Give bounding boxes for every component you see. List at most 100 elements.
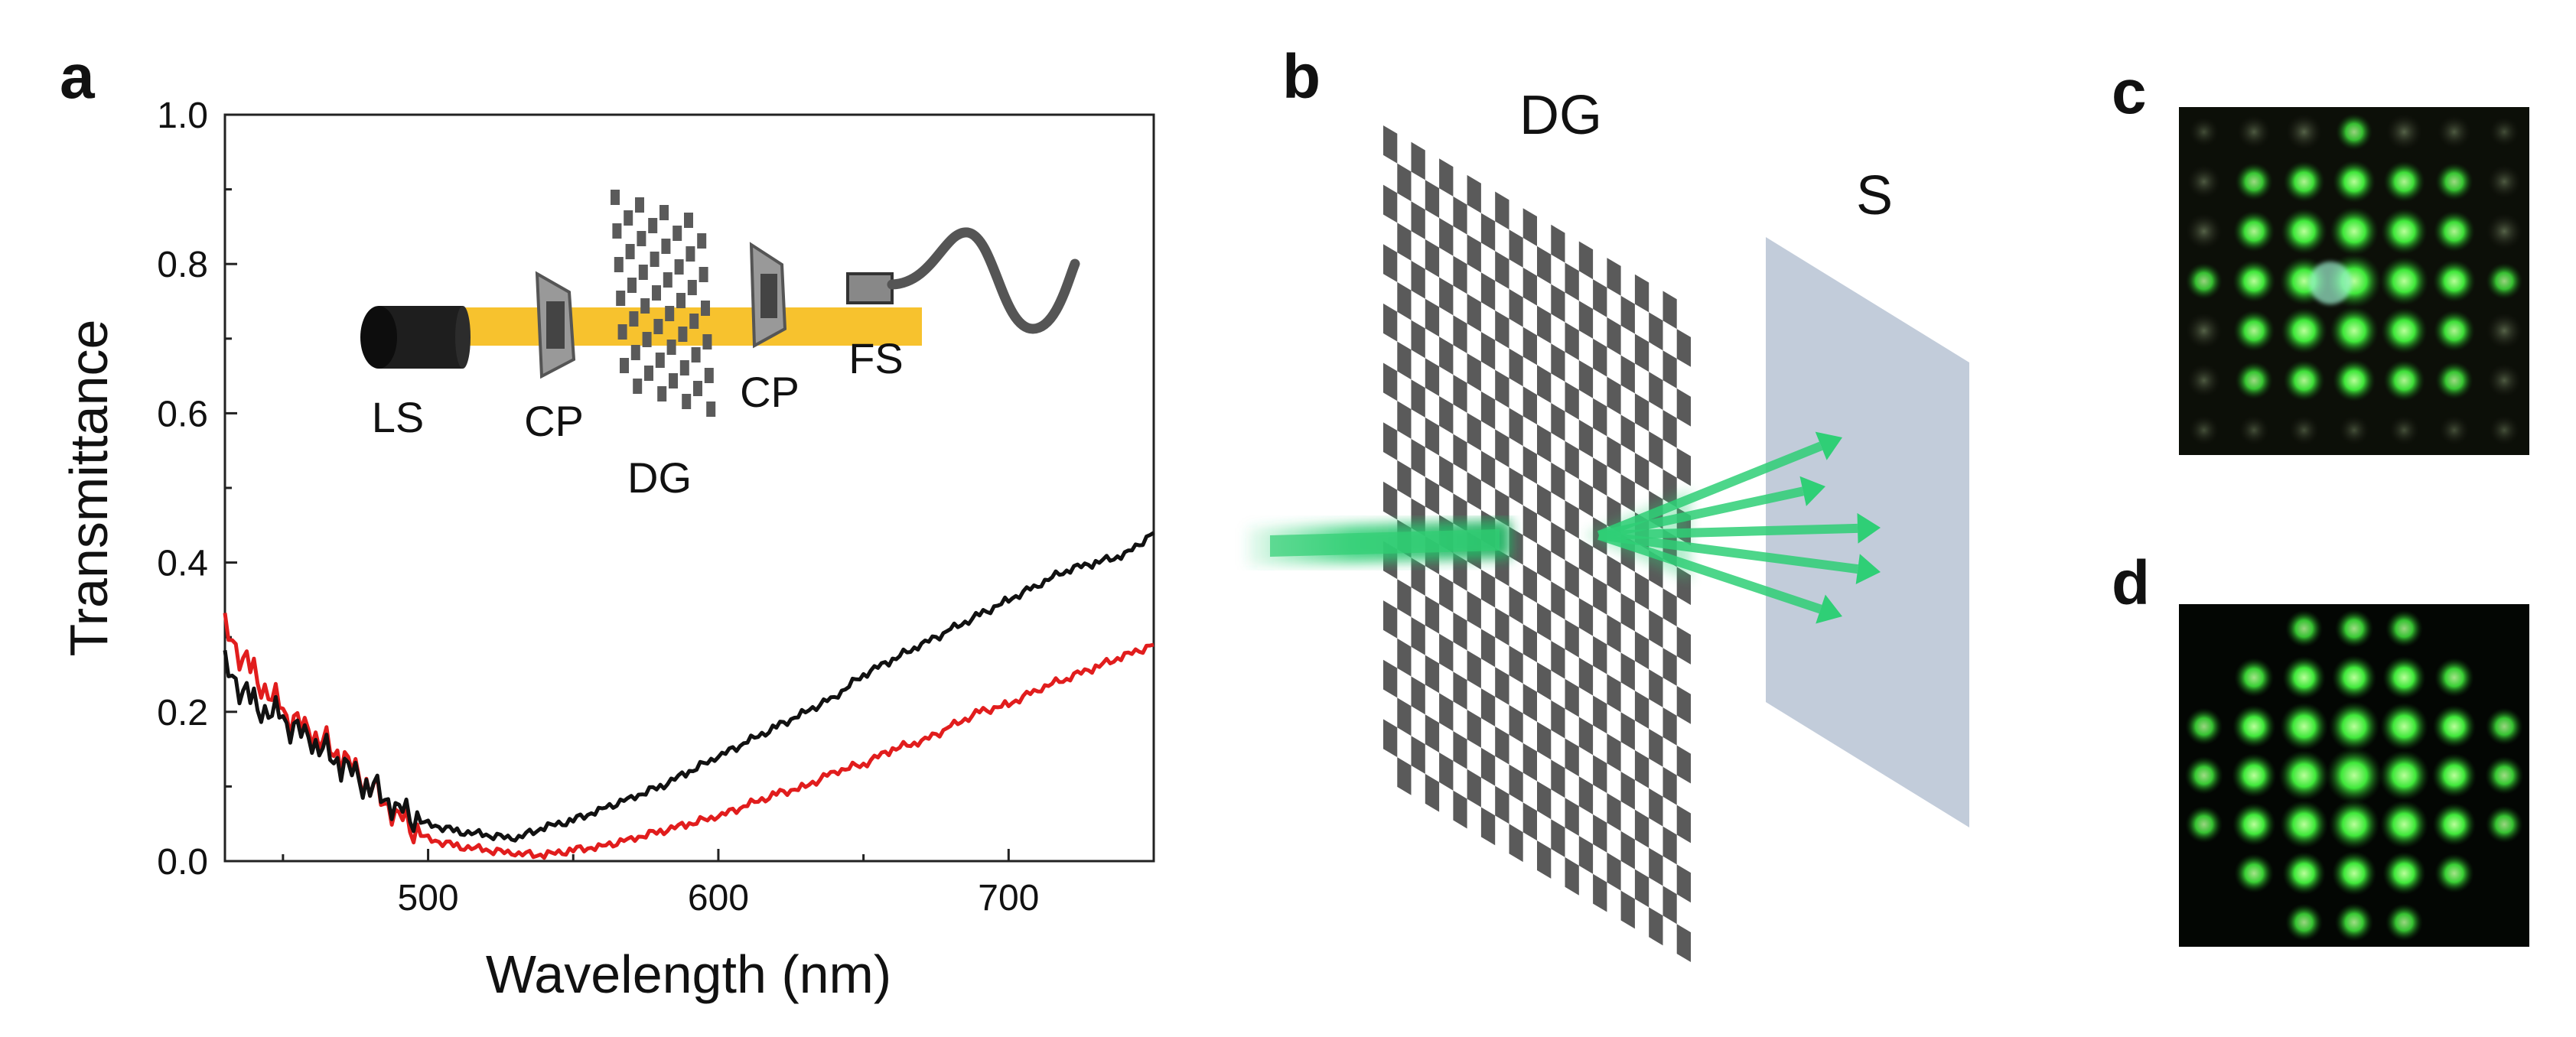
grating-cell bbox=[1509, 526, 1523, 565]
inset-grating-cell bbox=[676, 293, 686, 308]
grating-label: DG bbox=[1519, 85, 1602, 146]
grating-cell bbox=[1425, 714, 1440, 753]
inset-grating-icon bbox=[611, 190, 716, 417]
grating-cell bbox=[1495, 607, 1509, 646]
grating-cell bbox=[1634, 691, 1649, 729]
diffraction-spot bbox=[2383, 359, 2425, 401]
grating-cell bbox=[1522, 505, 1537, 544]
grating-cell bbox=[1509, 467, 1523, 505]
grating-cell bbox=[1480, 629, 1496, 668]
diffraction-spot bbox=[2235, 162, 2273, 201]
diffraction-spot bbox=[2435, 361, 2473, 400]
grating-cell bbox=[1593, 398, 1607, 437]
grating-cell bbox=[1453, 255, 1467, 294]
inset-grating-cell bbox=[638, 265, 648, 280]
diffraction-spot bbox=[2184, 756, 2223, 795]
diffraction-spot bbox=[2239, 415, 2269, 445]
diffraction-spot bbox=[2232, 210, 2275, 252]
grating-cell bbox=[1537, 543, 1552, 582]
inset-grating-cell bbox=[652, 285, 661, 301]
grating-cell bbox=[1578, 419, 1594, 458]
diffraction-spot bbox=[2187, 363, 2221, 398]
inset-grating-cell bbox=[657, 386, 667, 401]
grating-cell bbox=[1593, 577, 1607, 615]
grating-cell bbox=[1453, 375, 1467, 413]
grating-cell bbox=[1467, 412, 1481, 451]
grating-cell bbox=[1411, 379, 1425, 418]
y-tick-label: 0.4 bbox=[157, 544, 208, 584]
grating-cell bbox=[1551, 343, 1565, 382]
grating-cell bbox=[1467, 353, 1481, 392]
inset-grating-cell bbox=[627, 278, 637, 293]
grating-cell bbox=[1663, 291, 1677, 330]
incident-beam bbox=[1247, 520, 1511, 566]
diffraction-spot bbox=[2232, 704, 2276, 749]
grating-cell bbox=[1578, 657, 1594, 696]
grating-cell bbox=[1397, 638, 1412, 677]
grating-cell bbox=[1593, 873, 1607, 912]
inset-grating-cell bbox=[682, 394, 692, 409]
y-tick-label: 1.0 bbox=[157, 96, 208, 136]
grating-cell bbox=[1467, 234, 1481, 273]
diffraction-spot bbox=[2490, 117, 2519, 147]
inset-grating-cell bbox=[699, 267, 708, 282]
grating-cell bbox=[1551, 224, 1565, 263]
grating-cell bbox=[1676, 924, 1691, 962]
grating-cell bbox=[1593, 636, 1607, 675]
grating-cell bbox=[1551, 462, 1565, 501]
grating-cell bbox=[1383, 481, 1398, 520]
grating-cell bbox=[1411, 260, 1425, 299]
grating-cell bbox=[1593, 695, 1607, 734]
zero-order-spot bbox=[2309, 262, 2352, 304]
axes: 0.0 0.2 0.4 0.6 0.8 1.0 500 600 700 bbox=[157, 96, 1155, 918]
grating-cell bbox=[1383, 125, 1398, 164]
series-black-line bbox=[223, 531, 1155, 843]
grating-cell bbox=[1425, 358, 1440, 396]
diffracted-beam bbox=[1597, 531, 1822, 614]
grating-cell bbox=[1551, 522, 1565, 561]
grating-cell bbox=[1551, 819, 1565, 857]
grating-cell bbox=[1495, 726, 1509, 765]
inset-grating-cell bbox=[625, 244, 635, 259]
grating-cell bbox=[1480, 688, 1496, 727]
grating-cell bbox=[1397, 757, 1412, 795]
diffraction-spot bbox=[2335, 113, 2373, 151]
grating-cell bbox=[1620, 355, 1635, 394]
grating-cell bbox=[1411, 558, 1425, 596]
grating-cell bbox=[1439, 633, 1454, 672]
inset-label-dg: DG bbox=[627, 453, 692, 502]
diffraction-spot bbox=[2282, 851, 2326, 896]
diffraction-spot bbox=[2185, 262, 2223, 300]
grating-cell bbox=[1663, 588, 1677, 627]
inset-grating-cell bbox=[687, 280, 697, 295]
diffraction-spot bbox=[2431, 753, 2477, 798]
grating-cell bbox=[1607, 674, 1621, 713]
grating-cell bbox=[1397, 579, 1412, 617]
diffraction-spot bbox=[2432, 259, 2476, 303]
grating-cell bbox=[1537, 483, 1552, 522]
inset-grating-cell bbox=[704, 368, 714, 383]
diffraction-spot bbox=[2381, 307, 2428, 354]
diffraction-spot bbox=[2278, 749, 2330, 801]
inset-grating-cell bbox=[663, 272, 672, 288]
grating-cell bbox=[1565, 560, 1579, 598]
diffraction-spot bbox=[2379, 749, 2430, 801]
grating-cell bbox=[1565, 619, 1579, 658]
grating-cell bbox=[1565, 857, 1579, 896]
grating-cell bbox=[1467, 472, 1481, 510]
grating-cell bbox=[1620, 772, 1635, 810]
grating-cell bbox=[1383, 244, 1398, 282]
grating-cell bbox=[1495, 251, 1509, 289]
grating-cell bbox=[1551, 284, 1565, 323]
inset-grating-cell bbox=[612, 223, 622, 239]
grating-cell bbox=[1537, 721, 1552, 760]
grating-cell bbox=[1537, 840, 1552, 879]
grating-cell bbox=[1509, 824, 1523, 863]
x-axis-label: Wavelength (nm) bbox=[486, 944, 891, 1004]
grating-cell bbox=[1607, 317, 1621, 356]
grating-cell bbox=[1453, 731, 1467, 769]
grating-cell bbox=[1383, 422, 1398, 460]
series-red-line bbox=[223, 613, 1154, 860]
inset-grating-cell bbox=[691, 347, 701, 362]
grating-cell bbox=[1453, 553, 1467, 591]
